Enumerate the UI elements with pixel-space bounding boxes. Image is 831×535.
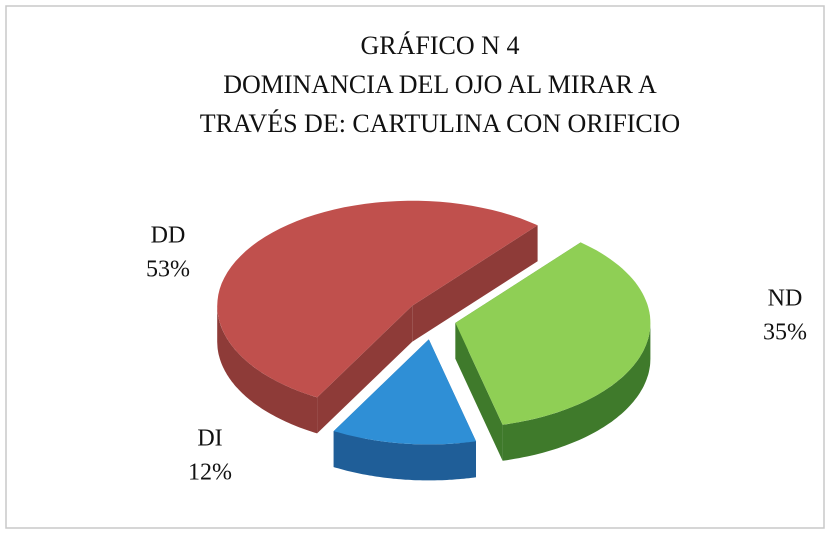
chart-title: GRÁFICO N 4: [361, 31, 520, 60]
slice-side: [412, 225, 538, 342]
slice-wall: [502, 322, 651, 461]
pie-slice: [217, 200, 538, 398]
category-label: ND: [768, 286, 803, 312]
slice-side: [317, 305, 413, 434]
slice-side: [455, 322, 503, 461]
value-label: 53%: [146, 257, 190, 283]
category-label: DD: [151, 223, 186, 249]
category-label: DI: [197, 426, 222, 452]
value-label: 35%: [763, 320, 807, 346]
chart-title: TRAVÉS DE: CARTULINA CON ORIFICIO: [200, 109, 680, 138]
pie-slice: [333, 339, 476, 445]
value-label: 12%: [188, 460, 232, 486]
chart-title: DOMINANCIA DEL OJO AL MIRAR A: [223, 70, 657, 99]
pie-slice: [455, 242, 651, 425]
slice-wall: [333, 431, 476, 481]
slice-wall: [217, 305, 318, 434]
